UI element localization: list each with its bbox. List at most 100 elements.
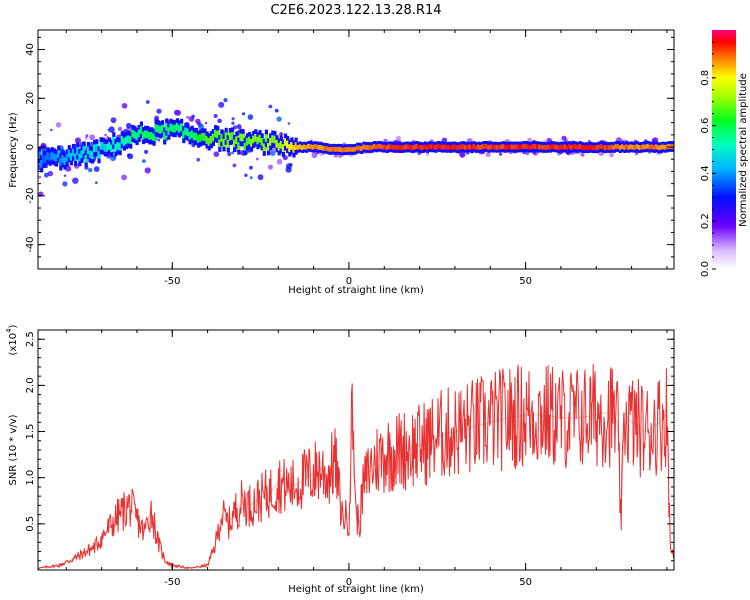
ridge-core bbox=[192, 132, 196, 141]
speckle-point bbox=[485, 152, 491, 158]
speckle-point bbox=[74, 137, 82, 144]
ridge-core bbox=[194, 132, 199, 141]
speckle-point bbox=[247, 114, 254, 120]
speckle-point bbox=[236, 124, 242, 130]
ridge-core bbox=[438, 144, 442, 149]
x-tick-label: -50 bbox=[164, 577, 180, 588]
speckle-point bbox=[89, 141, 95, 147]
ridge-core bbox=[383, 144, 387, 150]
speckle-point bbox=[154, 115, 160, 121]
ridge-core bbox=[334, 147, 338, 152]
ridge-core bbox=[298, 144, 302, 150]
speckle-point bbox=[227, 151, 232, 157]
ridge-core bbox=[481, 144, 485, 150]
ridge-core bbox=[671, 144, 674, 149]
ridge-core bbox=[281, 144, 285, 152]
ridge-core bbox=[88, 150, 93, 159]
snr-y-multiplier-base: (x10 bbox=[8, 333, 19, 356]
colorbar-label: Normalized spectral amplitude bbox=[738, 73, 749, 227]
speckle-point bbox=[50, 128, 53, 132]
y-tick-label: 40 bbox=[25, 43, 36, 56]
ridge-core bbox=[103, 144, 107, 152]
speckle-point bbox=[279, 132, 284, 137]
speckle-point bbox=[217, 118, 222, 124]
speckle-point bbox=[84, 136, 88, 140]
ridge-core bbox=[269, 138, 273, 146]
ridge-core bbox=[616, 144, 620, 149]
ridge-core bbox=[396, 144, 400, 150]
ridge-core bbox=[141, 131, 146, 140]
ridge-core bbox=[99, 141, 103, 150]
colorbar-tick-label: 0.6 bbox=[700, 118, 711, 134]
ridge-core bbox=[182, 130, 186, 139]
snr-y-multiplier-close: ) bbox=[8, 324, 19, 328]
heatmap-frame bbox=[37, 29, 675, 270]
speckle-point bbox=[55, 122, 62, 128]
ridge-core bbox=[627, 145, 631, 150]
ridge-core bbox=[336, 146, 341, 152]
speckle-point bbox=[249, 165, 253, 170]
snr-y-multiplier: (x104) bbox=[5, 324, 19, 355]
ridge-core bbox=[345, 147, 349, 153]
speckle-point bbox=[274, 108, 279, 113]
ridge-core bbox=[305, 145, 309, 150]
ridge-core bbox=[523, 143, 527, 149]
ridge-core bbox=[258, 134, 262, 143]
ridge-core bbox=[483, 144, 487, 149]
ridge-core bbox=[146, 130, 150, 139]
speckle-point bbox=[85, 134, 89, 138]
colorbar bbox=[712, 30, 736, 269]
ridge-core bbox=[144, 130, 148, 139]
ridge-core bbox=[548, 144, 553, 150]
speckle-point bbox=[144, 149, 149, 154]
ridge-core bbox=[116, 142, 120, 150]
ridge-core bbox=[466, 144, 470, 150]
ridge-core bbox=[277, 143, 281, 151]
x-tick-label: 50 bbox=[519, 276, 532, 287]
colorbar-tick-label: 0.4 bbox=[700, 165, 711, 181]
ridge-core bbox=[296, 145, 300, 150]
ridge-core bbox=[580, 145, 584, 150]
speckle-point bbox=[175, 110, 182, 116]
colorbar-axis: 0.0 0.2 0.4 0.6 0.8 bbox=[700, 41, 716, 277]
ridge-core bbox=[216, 130, 220, 139]
ridge-core bbox=[625, 144, 629, 149]
ridge-core bbox=[341, 147, 345, 153]
ridge-core bbox=[368, 145, 372, 151]
ridge-core bbox=[93, 144, 97, 153]
ridge-core bbox=[527, 144, 531, 150]
speckle-point bbox=[108, 126, 115, 133]
speckle-point bbox=[198, 123, 204, 130]
colorbar-tick-label: 0.0 bbox=[700, 261, 711, 277]
ridge-core bbox=[426, 145, 430, 150]
ridge-core bbox=[479, 145, 483, 150]
ridge-core bbox=[254, 133, 258, 142]
ridge-core bbox=[360, 146, 364, 151]
ridge-core bbox=[629, 144, 633, 150]
ridge-core bbox=[398, 145, 402, 150]
ridge-core bbox=[177, 125, 182, 133]
ridge-core bbox=[521, 144, 525, 150]
ridge-core bbox=[161, 124, 165, 133]
ridge-core bbox=[252, 135, 256, 144]
snr-y-multiplier-exp: 4 bbox=[5, 328, 13, 333]
snr-x-axis-label: Height of straight line (km) bbox=[288, 584, 424, 595]
ridge-core bbox=[267, 142, 271, 151]
ridge-core bbox=[139, 126, 143, 134]
ridge-core bbox=[358, 145, 362, 151]
ridge-core bbox=[294, 142, 298, 150]
ridge-core bbox=[46, 152, 50, 160]
ridge-core bbox=[589, 144, 593, 150]
ridge-core bbox=[373, 144, 377, 149]
ridge-core bbox=[642, 144, 646, 150]
ridge-core bbox=[576, 145, 580, 150]
ridge-core bbox=[621, 144, 625, 149]
ridge-core bbox=[532, 144, 536, 149]
ridge-core bbox=[449, 145, 453, 150]
ridge-core bbox=[129, 136, 133, 144]
ridge-core bbox=[44, 155, 48, 164]
ridge-core bbox=[61, 155, 65, 163]
ridge-core bbox=[582, 145, 586, 151]
ridge-core bbox=[220, 134, 224, 142]
ridge-core bbox=[137, 129, 141, 138]
